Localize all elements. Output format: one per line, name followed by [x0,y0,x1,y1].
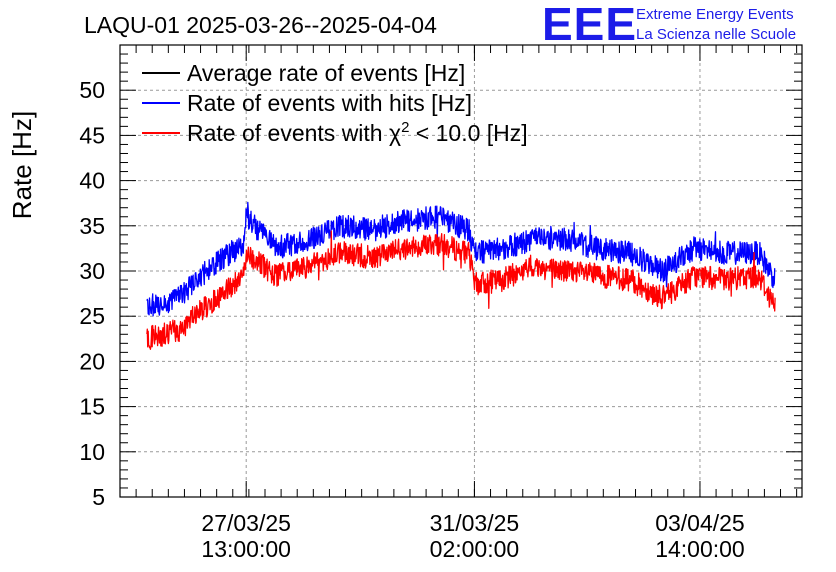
y-axis: 5 10 15 20 25 30 35 40 45 50 [79,44,802,510]
y-tick-label: 45 [79,122,105,148]
y-tick-label: 5 [92,484,105,510]
y-tick-label: 25 [79,303,105,329]
x-tick-date: 27/03/25 [201,510,291,536]
x-tick-time: 14:00:00 [655,536,745,562]
y-tick-label: 10 [79,439,105,465]
legend-label-prefix: Rate of events with [187,120,389,146]
y-tick-label: 30 [79,258,105,284]
series-line-1 [146,201,776,317]
x-tick-date: 31/03/25 [430,510,520,536]
y-tick-label: 20 [79,348,105,374]
x-tick-time: 13:00:00 [201,536,291,562]
legend: Average rate of events [Hz] Rate of event… [142,60,528,146]
logo-line-1: Extreme Energy Events [636,6,794,23]
x-tick-date: 03/04/25 [655,510,745,536]
eee-logo: EEE [542,0,637,50]
y-axis-title: Rate [Hz] [7,111,37,219]
series-line-2 [146,230,776,350]
logo-line-2: La Scienza nelle Scuole [636,26,796,43]
y-tick-label: 15 [79,394,105,420]
legend-label: Average rate of events [Hz] [187,60,465,86]
y-tick-label: 50 [79,77,105,103]
y-tick-label: 40 [79,168,105,194]
legend-superscript: 2 [401,119,409,136]
x-tick-time: 02:00:00 [430,536,520,562]
legend-chi-symbol: χ [389,120,401,146]
legend-label: Rate of events with hits [Hz] [187,90,472,116]
chart-title: LAQU-01 2025-03-26--2025-04-04 [84,12,437,38]
legend-label: Rate of events with χ2 < 10.0 [Hz] [187,119,528,146]
y-tick-label: 35 [79,213,105,239]
legend-label-suffix: < 10.0 [Hz] [409,120,527,146]
series-layer [146,201,776,350]
